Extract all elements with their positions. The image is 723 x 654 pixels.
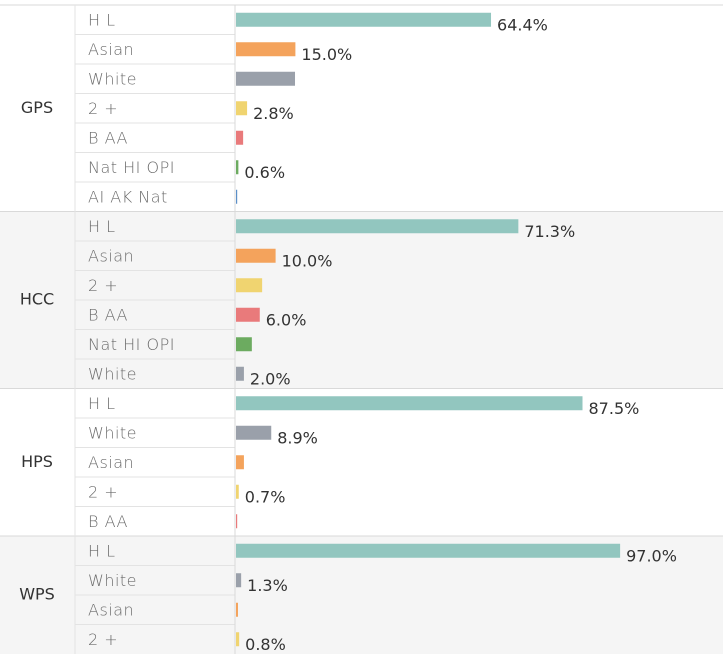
category-label: B AA (88, 512, 128, 531)
bar (236, 219, 519, 234)
group-label: GPS (21, 98, 53, 117)
category-label: H L (88, 10, 116, 29)
category-label: AI AK Nat (88, 187, 168, 206)
category-label: Asian (88, 40, 134, 59)
category-label: H L (88, 541, 116, 560)
value-label: 0.8% (245, 635, 286, 654)
bar (236, 189, 238, 204)
group-label: WPS (19, 585, 55, 604)
value-label: 15.0% (301, 45, 352, 64)
value-label: 71.3% (524, 222, 575, 241)
category-label: Nat HI OPI (88, 158, 175, 177)
value-label: 2.0% (250, 369, 291, 388)
value-label: 8.9% (277, 428, 318, 447)
category-label: B AA (88, 305, 128, 324)
category-label: Asian (88, 246, 134, 265)
category-label: White (88, 571, 137, 590)
category-label: 2 + (88, 630, 118, 649)
group-label: HCC (20, 290, 54, 309)
value-label: 6.0% (266, 310, 307, 329)
bar (236, 160, 239, 175)
bar (236, 42, 296, 57)
category-label: 2 + (88, 482, 118, 501)
bar (236, 514, 238, 529)
value-label: 0.7% (245, 487, 286, 506)
bar (236, 455, 244, 470)
bar (236, 248, 276, 263)
bar (236, 632, 240, 647)
category-label: Asian (88, 600, 134, 619)
bar (236, 101, 248, 116)
category-label: H L (88, 394, 116, 413)
value-label: 97.0% (626, 546, 677, 565)
category-label: 2 + (88, 276, 118, 295)
value-label: 64.4% (497, 15, 548, 34)
value-label: 2.8% (253, 104, 294, 123)
bar (236, 396, 583, 411)
category-label: B AA (88, 128, 128, 147)
bar (236, 337, 252, 352)
category-label: White (88, 423, 137, 442)
category-label: 2 + (88, 99, 118, 118)
bar (236, 484, 239, 499)
group-label: HPS (21, 452, 53, 471)
bar (236, 71, 296, 86)
value-label: 10.0% (282, 251, 333, 270)
bar (236, 366, 244, 381)
value-label: 87.5% (589, 399, 640, 418)
bar (236, 12, 492, 27)
category-label: White (88, 364, 137, 383)
value-label: 0.6% (244, 163, 285, 182)
bar (236, 307, 260, 322)
group-band (0, 5, 723, 212)
category-label: H L (88, 217, 116, 236)
bar (236, 130, 244, 145)
value-label: 1.3% (247, 576, 288, 595)
bar (236, 425, 272, 440)
category-label: White (88, 69, 137, 88)
group-band (0, 388, 723, 536)
bar (236, 573, 242, 588)
bar (236, 602, 238, 617)
category-label: Nat HI OPI (88, 335, 175, 354)
bar (236, 278, 263, 293)
bar (236, 543, 621, 558)
category-label: Asian (88, 453, 134, 472)
